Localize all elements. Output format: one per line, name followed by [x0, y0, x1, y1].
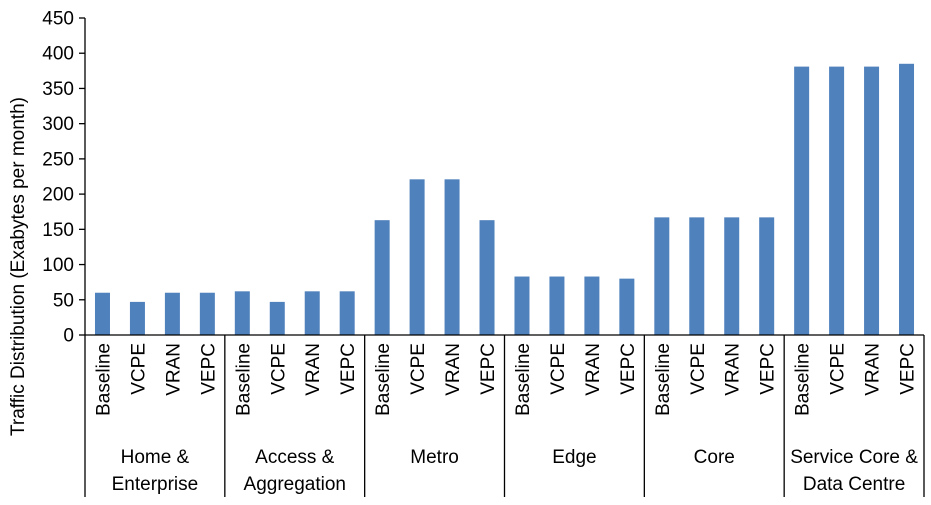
x-category-label: VEPC: [618, 343, 639, 395]
x-category-label: Baseline: [513, 343, 534, 416]
x-category-label: VCPE: [128, 343, 149, 395]
y-tick-label: 50: [53, 290, 74, 311]
y-tick-label: 100: [42, 255, 74, 276]
y-tick-label: 350: [42, 79, 74, 100]
x-category-label: VCPE: [268, 343, 289, 395]
bar: [584, 276, 600, 335]
bar: [829, 66, 845, 336]
x-category-label: Baseline: [233, 343, 254, 416]
y-tick-label: 300: [42, 114, 74, 135]
bar: [479, 220, 495, 335]
x-group-label: Aggregation: [244, 474, 346, 495]
x-category-label: VRAN: [303, 343, 324, 396]
x-group-label: Edge: [552, 447, 596, 468]
x-group-label: Data Centre: [803, 474, 905, 495]
bar: [129, 301, 145, 335]
x-category-label: VEPC: [758, 343, 779, 395]
bars: [94, 63, 915, 336]
x-category-label: VCPE: [548, 343, 569, 395]
y-axis: 0 50 100 150 200 250 300 350 400 450: [42, 9, 86, 347]
bar: [549, 276, 565, 335]
x-group-label: Core: [694, 447, 735, 468]
bar: [899, 63, 915, 336]
x-category-label: VEPC: [478, 343, 499, 395]
bar: [864, 66, 880, 336]
y-tick-label: 400: [42, 44, 74, 65]
x-group-label: Access &: [255, 447, 335, 468]
x-group-label: Enterprise: [112, 474, 199, 495]
bar: [794, 66, 810, 336]
bar: [339, 291, 355, 335]
y-tick-label: 250: [42, 149, 74, 170]
x-category-label: VRAN: [163, 343, 184, 396]
y-tick-label: 200: [42, 185, 74, 206]
x-category-label: VEPC: [198, 343, 219, 395]
bar: [514, 276, 530, 335]
x-category-label: VCPE: [408, 343, 429, 395]
bar: [199, 292, 215, 335]
x-group-label: Metro: [410, 447, 459, 468]
bar: [444, 179, 460, 335]
bar: [164, 292, 180, 335]
x-category-label: VRAN: [443, 343, 464, 396]
x-category-label: VCPE: [688, 343, 709, 395]
x-category-label: VRAN: [583, 343, 604, 396]
y-tick-label: 150: [42, 220, 74, 241]
x-group-label: Home &: [121, 447, 190, 468]
bar: [759, 217, 775, 335]
y-tick-label: 450: [42, 9, 74, 30]
x-category-label: Baseline: [653, 343, 674, 416]
x-category-label: Baseline: [93, 343, 114, 416]
bar: [619, 278, 635, 335]
x-group-label: Service Core &: [790, 447, 918, 468]
x-category-label: VRAN: [863, 343, 884, 396]
bar: [304, 291, 320, 335]
y-axis-label: Traffic Distribution (Exabytes per month…: [8, 97, 29, 436]
bar: [269, 301, 285, 335]
x-category-label: VRAN: [723, 343, 744, 396]
x-axis: Baseline VCPE VRAN VEPC Home & Enterprise Base…: [84, 334, 925, 497]
bar: [374, 220, 390, 335]
x-category-label: VCPE: [828, 343, 849, 395]
bar: [234, 291, 250, 335]
x-category-label: Baseline: [793, 343, 814, 416]
x-category-label: Baseline: [373, 343, 394, 416]
bar: [94, 292, 110, 335]
bar: [654, 217, 670, 335]
y-tick-label: 0: [63, 326, 74, 347]
bar: [689, 217, 705, 335]
x-category-label: VEPC: [898, 343, 919, 395]
x-category-label: VEPC: [338, 343, 359, 395]
bar: [409, 179, 425, 335]
bar: [724, 217, 740, 335]
